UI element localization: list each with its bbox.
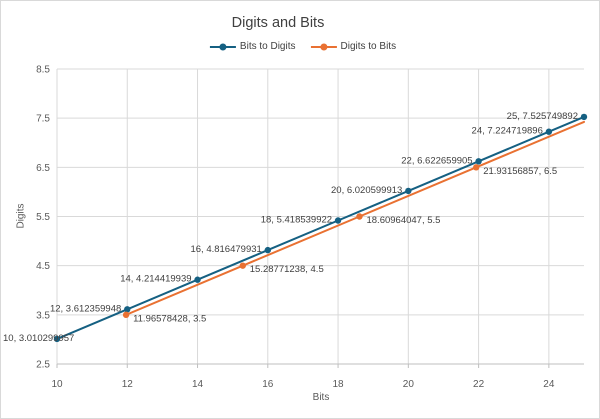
series-digits-to-bits: 11.96578428, 3.5 15.28771238, 4.5 18.60964… xyxy=(122,120,585,324)
x-tick-label-12: 12 xyxy=(122,379,134,390)
data-point-marker-bits-to-digits[interactable] xyxy=(53,335,61,343)
data-point-marker-bits-to-digits[interactable] xyxy=(194,276,201,283)
data-point-marker-bits-to-digits[interactable] xyxy=(264,246,271,254)
data-point-label-digits-to-bits: 18.60964047, 5.5 xyxy=(366,215,440,226)
y-tick-label-2.5: 2.5 xyxy=(36,360,50,371)
y-axis-title: Digits xyxy=(15,203,27,229)
x-tick-label-10: 10 xyxy=(51,379,63,390)
data-point-marker-digits-to-bits[interactable] xyxy=(472,164,480,171)
data-point-marker-bits-to-digits[interactable] xyxy=(475,158,482,165)
x-tick-label-20: 20 xyxy=(403,379,415,390)
data-point-label-bits-to-digits: 25, 7.525749892 xyxy=(507,111,578,122)
data-point-marker-digits-to-bits[interactable] xyxy=(122,311,130,319)
y-tick-label-8.5: 8.5 xyxy=(36,65,50,76)
x-tick-label-24: 24 xyxy=(543,379,555,390)
y-tick-label-7.5: 7.5 xyxy=(36,114,50,125)
data-point-label-bits-to-digits: 12, 3.612359948 xyxy=(50,303,121,314)
y-tick-label-6.5: 6.5 xyxy=(36,163,50,174)
data-point-label-bits-to-digits: 18, 5.418539922 xyxy=(261,215,332,226)
legend-label: Bits to Digits xyxy=(239,41,296,52)
y-tick-label-3.5: 3.5 xyxy=(36,310,50,321)
data-point-marker-bits-to-digits[interactable] xyxy=(545,128,553,135)
data-point-label-digits-to-bits: 15.28771238, 4.5 xyxy=(250,264,324,275)
data-point-label-bits-to-digits: 22, 6.622659905 xyxy=(401,155,472,166)
legend-line-marker-icon xyxy=(310,42,337,51)
y-tick-label-5.5: 5.5 xyxy=(36,212,50,223)
data-point-marker-digits-to-bits[interactable] xyxy=(239,262,246,269)
x-tick-label-18: 18 xyxy=(333,379,345,390)
data-point-marker-bits-to-digits[interactable] xyxy=(124,306,131,313)
legend-label: Digits to Bits xyxy=(340,41,397,52)
x-tick-label-16: 16 xyxy=(262,379,274,390)
data-point-label-bits-to-digits: 10, 3.010299957 xyxy=(3,333,74,344)
data-point-marker-bits-to-digits[interactable] xyxy=(405,187,412,195)
data-point-label-bits-to-digits: 16, 4.816479931 xyxy=(190,244,261,255)
y-tick-label-4.5: 4.5 xyxy=(36,261,50,272)
data-point-label-digits-to-bits: 11.96578428, 3.5 xyxy=(133,313,206,324)
x-axis-title: Bits xyxy=(312,392,330,403)
data-point-marker-bits-to-digits[interactable] xyxy=(580,113,588,121)
legend-line-marker-icon xyxy=(209,42,236,51)
chart-title: Digits and Bits xyxy=(231,15,325,31)
data-point-marker-digits-to-bits[interactable] xyxy=(356,213,363,220)
data-point-marker-bits-to-digits[interactable] xyxy=(334,217,342,224)
legend: Bits to Digits Digits to Bits xyxy=(209,41,397,52)
series-line-digits-to-bits[interactable] xyxy=(125,120,585,316)
data-point-label-bits-to-digits: 24, 7.224719896 xyxy=(472,126,543,137)
legend-item-bits-to-digits[interactable]: Bits to Digits xyxy=(209,41,296,52)
series-bits-to-digits: 10, 3.010299957 12, 3.612359948 14, 4.2144… xyxy=(3,111,588,344)
legend-item-digits-to-bits[interactable]: Digits to Bits xyxy=(310,41,397,52)
series-line-bits-to-digits[interactable] xyxy=(56,115,585,340)
data-point-label-digits-to-bits: 21.93156857, 6.5 xyxy=(483,166,557,177)
x-tick-label-22: 22 xyxy=(473,379,485,390)
data-point-label-bits-to-digits: 14, 4.214419939 xyxy=(120,274,191,285)
x-tick-label-14: 14 xyxy=(192,379,204,390)
legend-dot-icon xyxy=(320,43,327,50)
legend-dot-icon xyxy=(219,43,227,50)
data-point-label-bits-to-digits: 20, 6.020599913 xyxy=(331,185,402,196)
